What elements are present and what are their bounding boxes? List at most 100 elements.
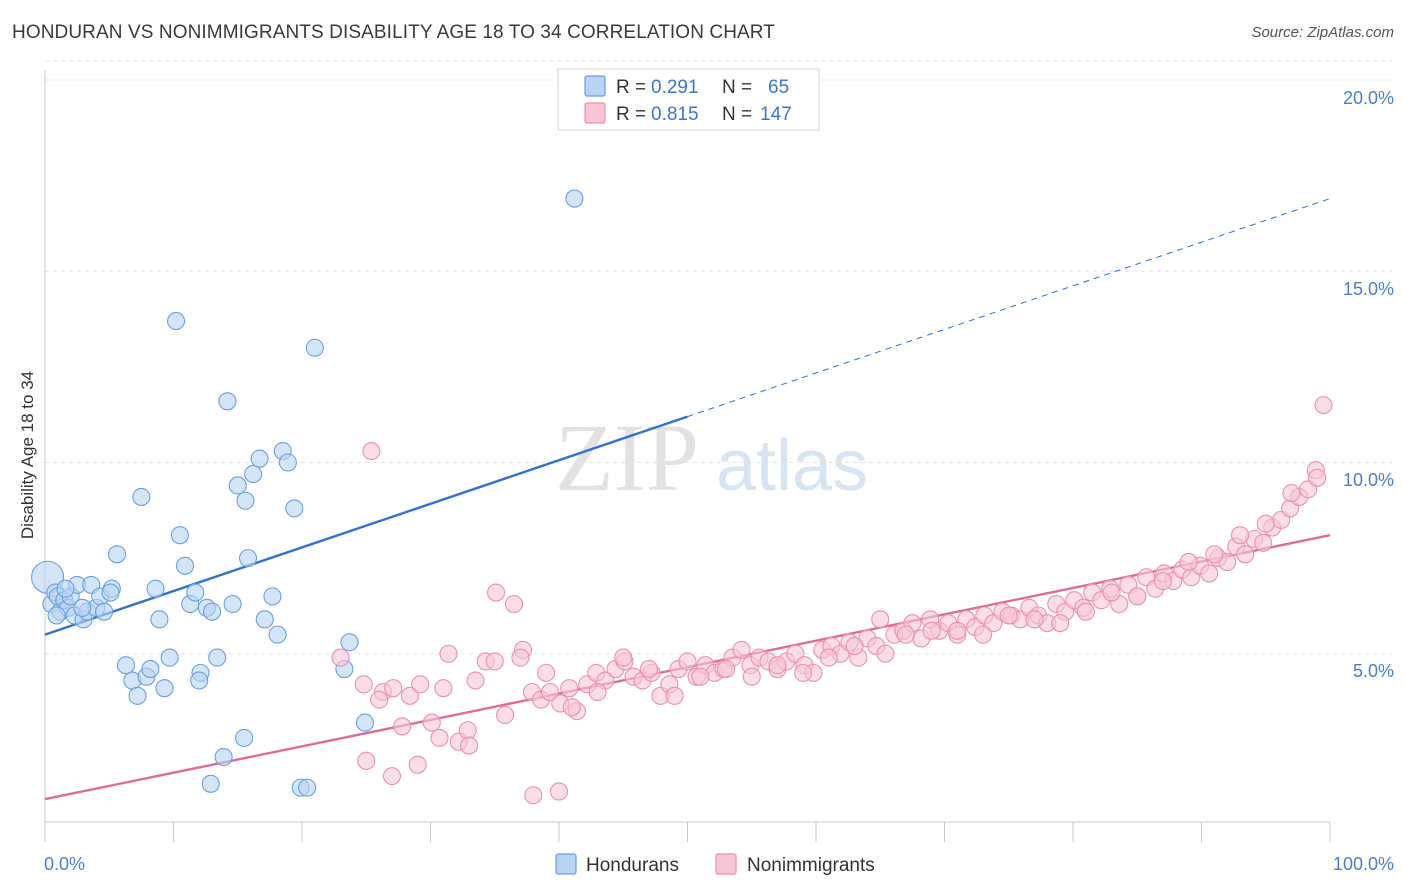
point-nonimmigrants bbox=[1025, 610, 1044, 629]
point-nonimmigrants bbox=[1308, 468, 1327, 487]
point-hondurans bbox=[218, 392, 237, 411]
point-hondurans bbox=[305, 338, 324, 357]
point-nonimmigrants bbox=[896, 625, 916, 644]
point-hondurans bbox=[223, 594, 242, 614]
point-nonimmigrants bbox=[845, 637, 864, 656]
y-tick-label-5: 5.0% bbox=[1353, 661, 1394, 681]
point-hondurans bbox=[565, 189, 584, 208]
point-nonimmigrants bbox=[1256, 514, 1275, 533]
point-nonimmigrants bbox=[1102, 583, 1121, 602]
point-nonimmigrants bbox=[871, 610, 890, 629]
point-nonimmigrants bbox=[549, 782, 569, 801]
point-nonimmigrants bbox=[716, 659, 736, 679]
point-nonimmigrants bbox=[562, 698, 581, 717]
point-nonimmigrants bbox=[794, 663, 813, 682]
point-hondurans bbox=[244, 464, 263, 484]
point-hondurans bbox=[214, 747, 233, 767]
point-nonimmigrants bbox=[430, 728, 449, 747]
point-hondurans bbox=[170, 526, 189, 545]
point-nonimmigrants bbox=[1236, 545, 1255, 564]
point-hondurans bbox=[201, 774, 220, 793]
point-nonimmigrants bbox=[691, 667, 710, 686]
point-hondurans bbox=[150, 610, 169, 629]
point-hondurans bbox=[128, 686, 147, 705]
point-hondurans bbox=[160, 648, 179, 667]
point-nonimmigrants bbox=[524, 786, 543, 805]
bottom-legend: Hondurans Nonimmigrants bbox=[555, 853, 875, 876]
legend-n-value-0: 65 bbox=[768, 77, 789, 98]
point-hondurans bbox=[56, 579, 75, 598]
point-hondurans bbox=[176, 556, 195, 575]
point-hondurans bbox=[107, 545, 127, 564]
legend-swatch-nonimmigrants bbox=[584, 102, 606, 124]
y-tick-label-15: 15.0% bbox=[1343, 279, 1394, 299]
point-hondurans bbox=[250, 449, 269, 468]
point-nonimmigrants bbox=[439, 644, 458, 663]
point-hondurans bbox=[190, 671, 209, 690]
point-hondurans bbox=[101, 583, 120, 602]
point-nonimmigrants bbox=[1179, 552, 1198, 572]
point-hondurans bbox=[268, 625, 287, 644]
bottom-legend-label-hondurans: Hondurans bbox=[586, 855, 679, 876]
point-nonimmigrants bbox=[973, 625, 993, 644]
y-tick-label-10: 10.0% bbox=[1343, 470, 1394, 490]
point-nonimmigrants bbox=[1254, 533, 1273, 552]
watermark-atlas: atlas bbox=[716, 426, 868, 506]
point-nonimmigrants bbox=[486, 583, 506, 602]
point-hondurans bbox=[298, 778, 317, 797]
point-nonimmigrants bbox=[819, 648, 838, 667]
bottom-legend-swatch-hondurans bbox=[555, 853, 577, 875]
point-nonimmigrants bbox=[362, 441, 381, 461]
bottom-legend-swatch-nonimmigrants bbox=[715, 853, 737, 875]
point-hondurans bbox=[186, 583, 205, 602]
point-nonimmigrants bbox=[1314, 396, 1333, 415]
point-nonimmigrants bbox=[400, 686, 419, 705]
x-tick-label-max: 100.0% bbox=[1333, 854, 1394, 874]
point-hondurans bbox=[47, 606, 66, 625]
legend-r-label-1: R = bbox=[616, 104, 646, 125]
point-hondurans bbox=[238, 549, 258, 568]
point-hondurans bbox=[203, 602, 222, 621]
axes bbox=[44, 70, 1331, 842]
point-nonimmigrants bbox=[1051, 614, 1070, 633]
point-nonimmigrants bbox=[434, 679, 453, 698]
legend-n-value-1: 147 bbox=[760, 104, 792, 125]
point-nonimmigrants bbox=[357, 751, 376, 770]
point-nonimmigrants bbox=[393, 717, 412, 736]
point-nonimmigrants bbox=[458, 721, 477, 740]
point-hondurans bbox=[141, 659, 160, 679]
point-nonimmigrants bbox=[732, 640, 751, 659]
point-nonimmigrants bbox=[999, 606, 1018, 625]
legend-r-label-0: R = bbox=[616, 77, 646, 98]
point-nonimmigrants bbox=[331, 648, 350, 667]
point-nonimmigrants bbox=[354, 675, 373, 694]
point-nonimmigrants bbox=[588, 682, 607, 702]
y-axis-label: Disability Age 18 to 34 bbox=[18, 371, 37, 539]
point-hondurans bbox=[155, 679, 174, 698]
point-hondurans bbox=[340, 633, 359, 652]
point-hondurans bbox=[228, 476, 247, 495]
point-hondurans bbox=[208, 648, 227, 667]
point-nonimmigrants bbox=[370, 690, 389, 709]
point-hondurans bbox=[355, 713, 375, 732]
point-nonimmigrants bbox=[495, 705, 515, 725]
point-nonimmigrants bbox=[614, 648, 633, 667]
point-nonimmigrants bbox=[665, 686, 684, 705]
point-hondurans bbox=[95, 602, 114, 621]
point-nonimmigrants bbox=[485, 652, 504, 671]
point-nonimmigrants bbox=[411, 675, 430, 694]
point-nonimmigrants bbox=[504, 594, 524, 614]
point-nonimmigrants bbox=[922, 621, 941, 640]
x-tick-label-min: 0.0% bbox=[44, 854, 85, 874]
point-nonimmigrants bbox=[466, 671, 485, 690]
point-hondurans bbox=[285, 499, 304, 518]
chart-title: HONDURAN VS NONIMMIGRANTS DISABILITY AGE… bbox=[12, 22, 775, 43]
point-nonimmigrants bbox=[678, 652, 697, 671]
chart-source: Source: ZipAtlas.com bbox=[1251, 24, 1394, 41]
trend-line-extension-hondurans bbox=[687, 198, 1331, 418]
legend-n-label-1: N = bbox=[722, 104, 752, 125]
point-nonimmigrants bbox=[1205, 545, 1224, 564]
point-nonimmigrants bbox=[384, 679, 403, 698]
y-tick-label-20: 20.0% bbox=[1343, 88, 1394, 108]
